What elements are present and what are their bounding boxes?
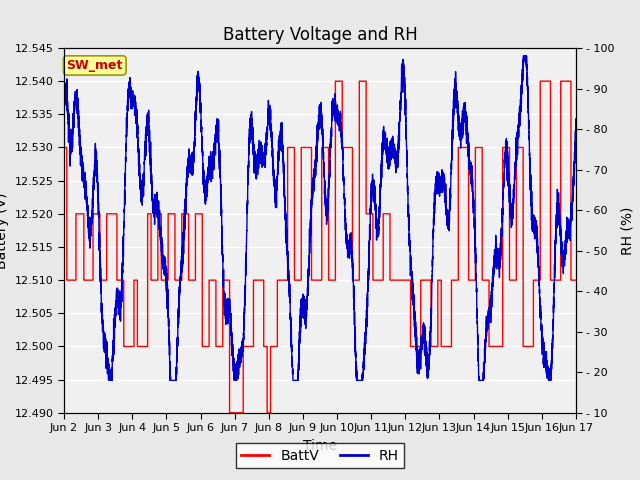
Line: RH: RH	[64, 56, 576, 380]
RH	[449, 127, 456, 133]
Y-axis label: RH (%): RH (%)	[620, 206, 634, 254]
Text: SW_met: SW_met	[67, 59, 123, 72]
Y-axis label: Battery (V): Battery (V)	[0, 192, 9, 269]
BattV	[303, 144, 310, 150]
X-axis label: Time: Time	[303, 439, 337, 453]
RH	[60, 102, 68, 108]
RH	[303, 303, 310, 309]
BattV	[572, 277, 580, 283]
RH	[435, 190, 442, 196]
BattV	[332, 78, 339, 84]
BattV	[545, 78, 552, 84]
RH	[572, 134, 580, 140]
Legend: BattV, RH: BattV, RH	[236, 443, 404, 468]
Title: Battery Voltage and RH: Battery Voltage and RH	[223, 25, 417, 44]
BattV	[60, 144, 68, 150]
Line: BattV: BattV	[64, 81, 576, 413]
RH	[520, 53, 527, 59]
RH	[545, 375, 552, 381]
RH	[234, 366, 242, 372]
BattV	[435, 277, 442, 283]
RH	[105, 377, 113, 383]
BattV	[226, 410, 234, 416]
RH	[551, 271, 559, 276]
BattV	[551, 277, 559, 283]
BattV	[449, 277, 457, 283]
BattV	[234, 410, 242, 416]
